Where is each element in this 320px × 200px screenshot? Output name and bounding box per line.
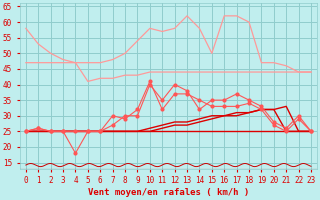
X-axis label: Vent moyen/en rafales ( km/h ): Vent moyen/en rafales ( km/h ): [88, 188, 249, 197]
